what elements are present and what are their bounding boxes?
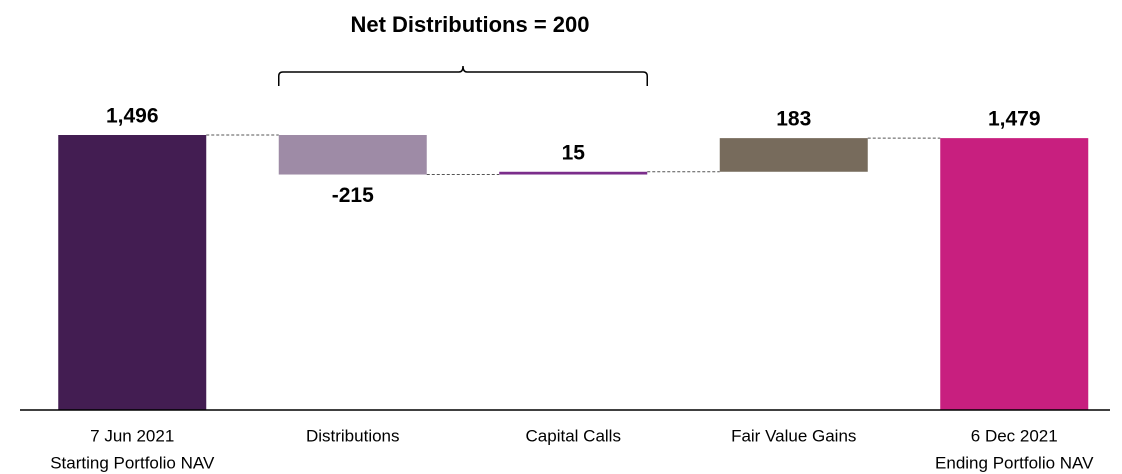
bar [940, 138, 1089, 410]
bar [278, 135, 427, 175]
x-tick-label: 6 Dec 2021 [971, 426, 1058, 445]
value-label: 1,496 [106, 105, 159, 128]
x-tick-label: Starting Portfolio NAV [50, 453, 215, 472]
value-label: 183 [776, 108, 811, 131]
value-label: 1,479 [988, 108, 1041, 131]
x-tick-label: Capital Calls [526, 426, 621, 445]
bracket [278, 65, 648, 86]
x-tick-label: Distributions [306, 426, 400, 445]
x-tick-label: Ending Portfolio NAV [935, 453, 1094, 472]
x-tick-label: 7 Jun 2021 [90, 426, 174, 445]
bar [58, 135, 207, 410]
bar [499, 171, 648, 175]
chart-title: Net Distributions = 200 [350, 12, 589, 37]
bar [719, 138, 868, 172]
value-label: -215 [332, 184, 374, 207]
x-tick-label: Fair Value Gains [731, 426, 856, 445]
value-label: 15 [562, 141, 586, 164]
